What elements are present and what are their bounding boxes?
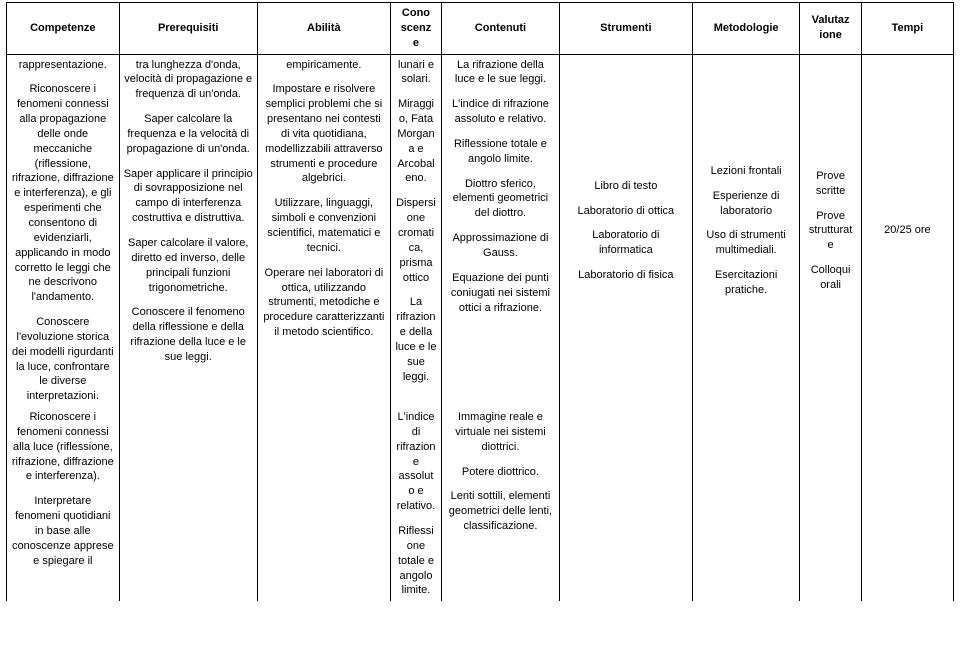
text: lunari e solari. — [395, 58, 437, 88]
text: empiricamente. — [262, 58, 386, 73]
text: Prove strutturate — [804, 209, 856, 254]
curriculum-table: Competenze Prerequisiti Abilità Conoscen… — [6, 2, 954, 601]
text: Impostare e risolvere semplici problemi … — [262, 82, 386, 186]
table-row: Riconoscere i fenomeni connessi alla luc… — [7, 407, 954, 601]
col-header-prerequisiti: Prerequisiti — [119, 3, 257, 55]
text: Potere diottrico. — [446, 465, 555, 480]
text: Interpretare fenomeni quotidiani in base… — [11, 494, 115, 568]
cell-metodologie-1: Lezioni frontali Esperienze di laborator… — [692, 54, 799, 407]
text: Riconoscere i fenomeni connessi alla luc… — [11, 410, 115, 484]
col-header-tempi: Tempi — [861, 3, 953, 55]
table-header-row: Competenze Prerequisiti Abilità Conoscen… — [7, 3, 954, 55]
col-header-conoscenze: Conoscenze — [390, 3, 441, 55]
cell-metodologie-2 — [692, 407, 799, 601]
cell-prerequisiti-1: tra lunghezza d'onda, velocità di propag… — [119, 54, 257, 407]
col-header-competenze: Competenze — [7, 3, 120, 55]
text: Operare nei laboratori di ottica, utiliz… — [262, 266, 386, 340]
text: Immagine reale e virtuale nei sistemi di… — [446, 410, 555, 455]
text: Equazione dei punti coniugati nei sistem… — [446, 271, 555, 316]
text: La rifrazione della luce e le sue leggi. — [395, 295, 437, 384]
text: L'indice di rifrazione assoluto e relati… — [446, 97, 555, 127]
col-header-metodologie: Metodologie — [692, 3, 799, 55]
text: Saper applicare il principio di sovrappo… — [124, 167, 253, 226]
text: Conoscere il fenomeno della riflessione … — [124, 305, 253, 364]
cell-strumenti-2 — [559, 407, 692, 601]
cell-abilita-1: empiricamente. Impostare e risolvere sem… — [257, 54, 390, 407]
text: Laboratorio di fisica — [564, 268, 688, 283]
col-header-contenuti: Contenuti — [442, 3, 560, 55]
cell-prerequisiti-2 — [119, 407, 257, 601]
text: Riconoscere i fenomeni connessi alla pro… — [11, 82, 115, 305]
col-header-valutazione: Valutazione — [800, 3, 861, 55]
text: Conoscere l'evoluzione storica dei model… — [11, 315, 115, 404]
text: Riflessione totale e angolo limite. — [395, 524, 437, 598]
text: Miraggio, Fata Morgana e Arcobaleno. — [395, 97, 437, 186]
text: Laboratorio di ottica — [564, 204, 688, 219]
text: Uso di strumenti multimediali. — [697, 228, 795, 258]
text: 20/25 ore — [884, 224, 930, 236]
text: Prove scritte — [804, 169, 856, 199]
text: Esercitazioni pratiche. — [697, 268, 795, 298]
cell-abilita-2 — [257, 407, 390, 601]
text: Riflessione totale e angolo limite. — [446, 137, 555, 167]
text: Saper calcolare la frequenza e la veloci… — [124, 112, 253, 157]
col-header-strumenti: Strumenti — [559, 3, 692, 55]
col-header-abilita: Abilità — [257, 3, 390, 55]
text: Utilizzare, linguaggi, simboli e convenz… — [262, 196, 386, 255]
text: rappresentazione. — [11, 58, 115, 73]
cell-strumenti-1: Libro di testo Laboratorio di ottica Lab… — [559, 54, 692, 407]
cell-tempi-1: 20/25 ore — [861, 54, 953, 407]
cell-conoscenze-1: lunari e solari. Miraggio, Fata Morgana … — [390, 54, 441, 407]
cell-contenuti-2: Immagine reale e virtuale nei sistemi di… — [442, 407, 560, 601]
cell-valutazione-1: Prove scritte Prove strutturate Colloqui… — [800, 54, 861, 407]
text: Dispersione cromatica, prisma ottico — [395, 196, 437, 285]
text: Diottro sferico, elementi geometrici del… — [446, 177, 555, 222]
cell-conoscenze-2: L'indice di rifrazione assoluto e relati… — [390, 407, 441, 601]
text: Colloqui orali — [804, 263, 856, 293]
text: Approssimazione di Gauss. — [446, 231, 555, 261]
cell-tempi-2 — [861, 407, 953, 601]
cell-contenuti-1: La rifrazione della luce e le sue leggi.… — [442, 54, 560, 407]
table-row: rappresentazione. Riconoscere i fenomeni… — [7, 54, 954, 407]
text: Lezioni frontali — [697, 164, 795, 179]
text: Saper calcolare il valore, diretto ed in… — [124, 236, 253, 295]
text: Laboratorio di informatica — [564, 228, 688, 258]
text: Lenti sottili, elementi geometrici delle… — [446, 489, 555, 534]
page-root: Competenze Prerequisiti Abilità Conoscen… — [0, 0, 960, 652]
text: Libro di testo — [564, 179, 688, 194]
text: L'indice di rifrazione assoluto e relati… — [395, 410, 437, 514]
text: La rifrazione della luce e le sue leggi. — [446, 58, 555, 88]
cell-competenze-2: Riconoscere i fenomeni connessi alla luc… — [7, 407, 120, 601]
text: Esperienze di laboratorio — [697, 189, 795, 219]
cell-competenze-1: rappresentazione. Riconoscere i fenomeni… — [7, 54, 120, 407]
text: tra lunghezza d'onda, velocità di propag… — [124, 58, 253, 103]
cell-valutazione-2 — [800, 407, 861, 601]
